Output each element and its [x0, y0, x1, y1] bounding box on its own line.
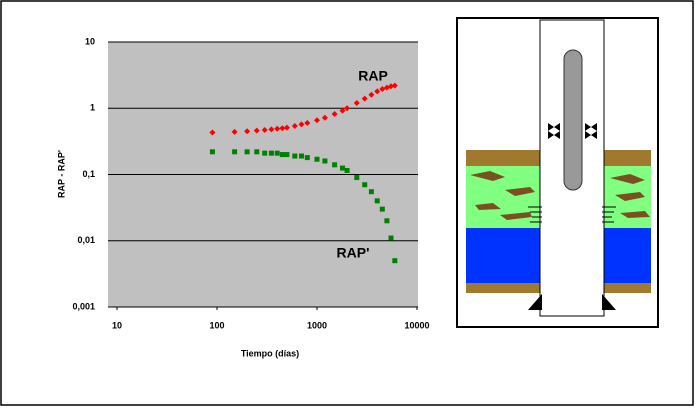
y-tick-label: 10: [85, 36, 95, 46]
point: [210, 149, 215, 154]
point: [392, 258, 397, 263]
x-axis-title: Tiempo (días): [241, 348, 299, 358]
point: [340, 166, 345, 171]
point: [245, 149, 250, 154]
point: [332, 162, 337, 167]
x-tick-label: 10000: [404, 320, 429, 330]
point: [354, 175, 359, 180]
y-tick-label: 0,001: [72, 301, 95, 311]
x-tick-label: 1000: [307, 320, 327, 330]
y-axis-title: RAP - RAP': [56, 150, 66, 198]
point: [375, 198, 380, 203]
point: [284, 152, 289, 157]
point: [275, 151, 280, 156]
point: [384, 218, 389, 223]
tubing: [564, 50, 582, 190]
annotation: RAP: [358, 68, 388, 84]
point: [299, 154, 304, 159]
point: [262, 151, 267, 156]
x-tick-label: 100: [209, 320, 224, 330]
y-tick-label: 0,1: [82, 169, 95, 179]
point: [305, 155, 310, 160]
point: [345, 168, 350, 173]
point: [269, 151, 274, 156]
point: [380, 207, 385, 212]
annotation: RAP': [337, 245, 370, 261]
x-tick-label: 10: [112, 320, 122, 330]
y-tick-label: 0,01: [77, 235, 95, 245]
point: [254, 149, 259, 154]
point: [232, 149, 237, 154]
point: [389, 236, 394, 241]
point: [362, 182, 367, 187]
y-tick-label: 1: [90, 103, 95, 113]
point: [280, 152, 285, 157]
point: [315, 157, 320, 162]
point: [292, 154, 297, 159]
point: [322, 158, 327, 163]
well-diagram: [457, 18, 658, 327]
point: [369, 189, 374, 194]
page: 0,001 0,01 0,1 1 10 10 100 1000 10000 Tiempo (dí…: [0, 0, 695, 407]
